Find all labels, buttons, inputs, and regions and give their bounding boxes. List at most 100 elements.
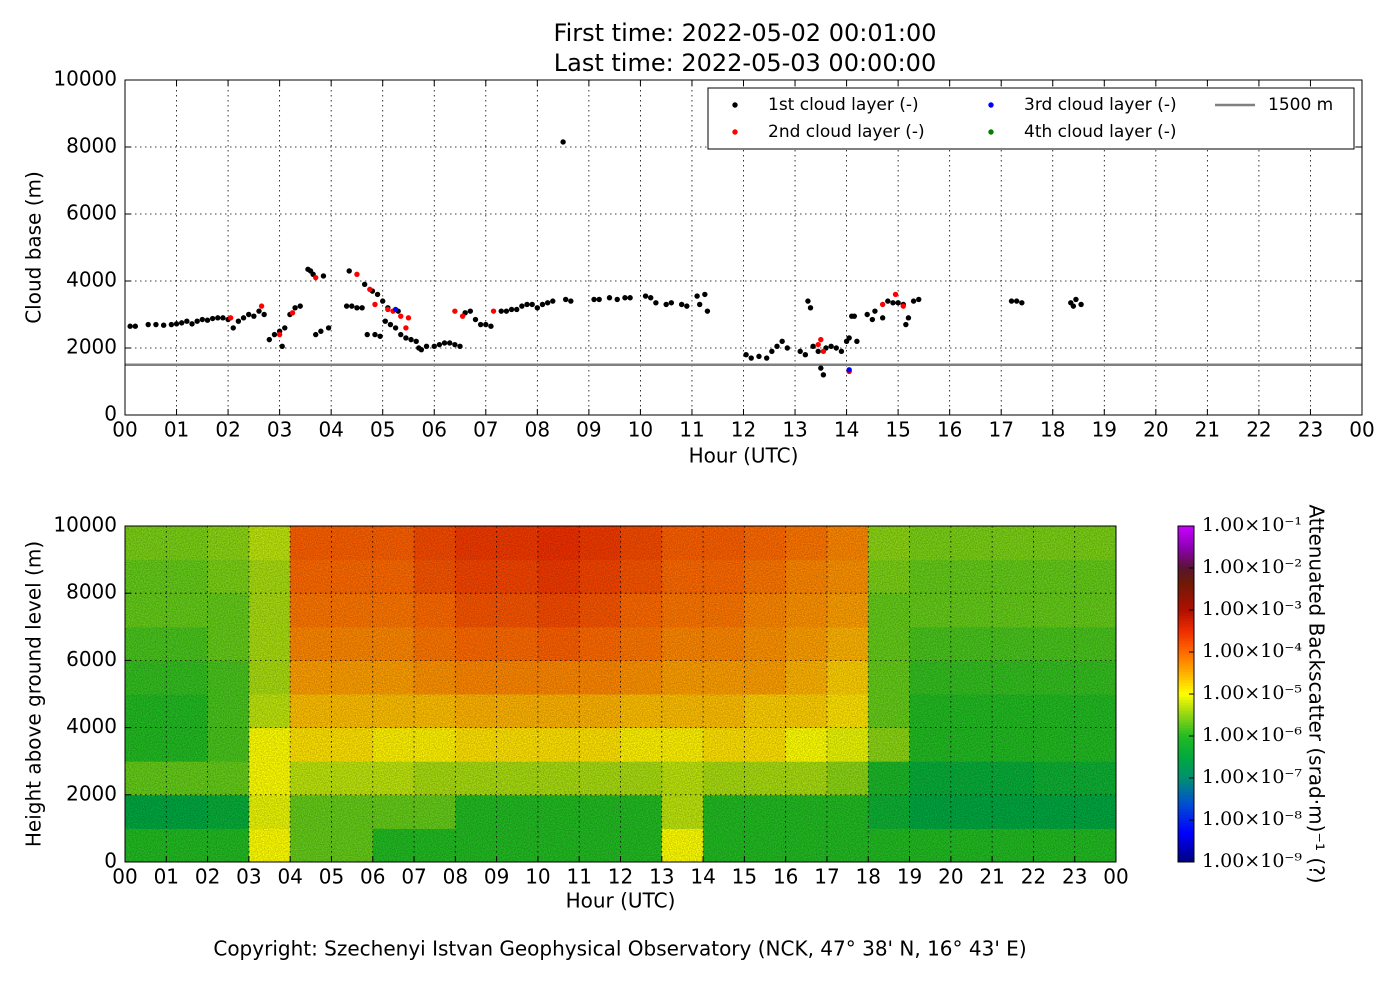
data-point (441, 340, 448, 346)
data-point (431, 343, 437, 350)
data-point (869, 316, 876, 323)
colorbar-segment (1178, 564, 1194, 569)
data-point (230, 325, 236, 331)
colorbar-segment (1178, 755, 1194, 759)
y-tick-label: 2000 (66, 781, 117, 805)
data-point (560, 139, 566, 145)
colorbar-segment (1178, 606, 1194, 611)
plot-frame (124, 79, 1363, 416)
colorbar-segment (1178, 584, 1194, 588)
colorbar-segment (1178, 598, 1194, 602)
colorbar-segment (1178, 791, 1194, 796)
x-tick-label: 01 (154, 865, 179, 889)
x-tick-label: 19 (1092, 418, 1117, 442)
colorbar-segment (1178, 601, 1194, 605)
x-tick-label: 23 (1298, 418, 1323, 442)
colorbar-segment (1178, 550, 1194, 555)
x-tick-label: 12 (608, 865, 633, 889)
data-point (199, 316, 206, 323)
x-tick-label: 03 (236, 865, 261, 889)
colorbar-segment (1178, 657, 1194, 661)
colorbar-segment (1178, 716, 1194, 720)
data-point (382, 318, 388, 324)
colorbar-segment (1178, 531, 1194, 535)
colorbar-segment (1178, 581, 1194, 586)
y-axis-label: Cloud base (m) (22, 171, 46, 324)
x-tick-label: 00 (1103, 865, 1128, 889)
x-tick-label: 11 (566, 865, 591, 889)
data-point (318, 328, 324, 334)
x-tick-label: 22 (1021, 865, 1046, 889)
colorbar-segment (1178, 615, 1194, 619)
colorbar-segment (1178, 707, 1194, 712)
colorbar-segment (1178, 735, 1194, 740)
data-point (132, 323, 139, 329)
data-point (227, 315, 234, 321)
data-point (704, 308, 711, 314)
data-point (1013, 298, 1020, 304)
x-tick-label: 21 (979, 865, 1004, 889)
data-point (240, 315, 247, 321)
data-point (271, 331, 278, 338)
colorbar-segment (1178, 534, 1194, 538)
data-point (354, 305, 360, 311)
data-point (769, 348, 775, 355)
y-tick-label: 0 (104, 402, 117, 426)
y-tick-label: 0 (104, 849, 117, 873)
data-point (447, 340, 453, 346)
y-tick-label: 8000 (66, 134, 117, 158)
data-point (879, 315, 886, 321)
data-point (900, 303, 906, 309)
legend-marker (732, 129, 738, 135)
colorbar-segment (1178, 760, 1194, 765)
data-point (436, 341, 443, 348)
data-point (452, 341, 458, 348)
x-tick-label: 13 (649, 865, 674, 889)
colorbar-segment (1178, 671, 1194, 675)
x-tick-label: 12 (731, 418, 756, 442)
data-point (374, 291, 381, 298)
x-tick-label: 00 (1349, 418, 1374, 442)
colorbar-segment (1178, 623, 1194, 628)
colorbar-segment (1178, 830, 1194, 835)
x-tick-label: 06 (360, 865, 385, 889)
data-point (204, 317, 211, 323)
x-axis-label: Hour (UTC) (689, 444, 799, 468)
data-point (668, 300, 675, 306)
data-point (1078, 301, 1084, 308)
data-point (367, 286, 373, 293)
colorbar-segment (1178, 794, 1194, 798)
data-point (596, 296, 602, 303)
x-tick-label: 10 (525, 865, 550, 889)
y-tick-label: 4000 (66, 714, 117, 738)
colorbar-segment (1178, 853, 1194, 857)
colorbar-segment (1178, 576, 1194, 580)
colorbar-segment (1178, 713, 1194, 717)
colorbar-segment (1178, 724, 1194, 728)
data-point (805, 298, 811, 304)
data-point (903, 321, 909, 328)
colorbar-segment (1178, 839, 1194, 843)
data-point (408, 336, 414, 343)
y-tick-label: 4000 (66, 268, 117, 292)
x-tick-label: 13 (782, 418, 807, 442)
data-point (387, 321, 394, 328)
data-point (568, 298, 574, 304)
colorbar-segment (1178, 648, 1194, 653)
colorbar-segment (1178, 688, 1194, 692)
data-point (779, 338, 785, 344)
data-point (276, 331, 283, 338)
colorbar-label: Attenuated Backscatter (srad·m)⁻¹ (?) (1305, 504, 1329, 883)
x-tick-label: 09 (484, 865, 509, 889)
data-point (562, 296, 569, 303)
colorbar-segment (1178, 595, 1194, 600)
data-point (622, 295, 628, 301)
x-tick-label: 08 (443, 865, 468, 889)
colorbar-segment (1178, 567, 1194, 572)
data-point (405, 315, 412, 321)
colorbar-segment (1178, 741, 1194, 745)
data-point (879, 301, 886, 308)
chart-title: First time: 2022-05-02 00:01:00 (554, 19, 937, 47)
chart-subtitle: Last time: 2022-05-03 00:00:00 (554, 49, 936, 77)
